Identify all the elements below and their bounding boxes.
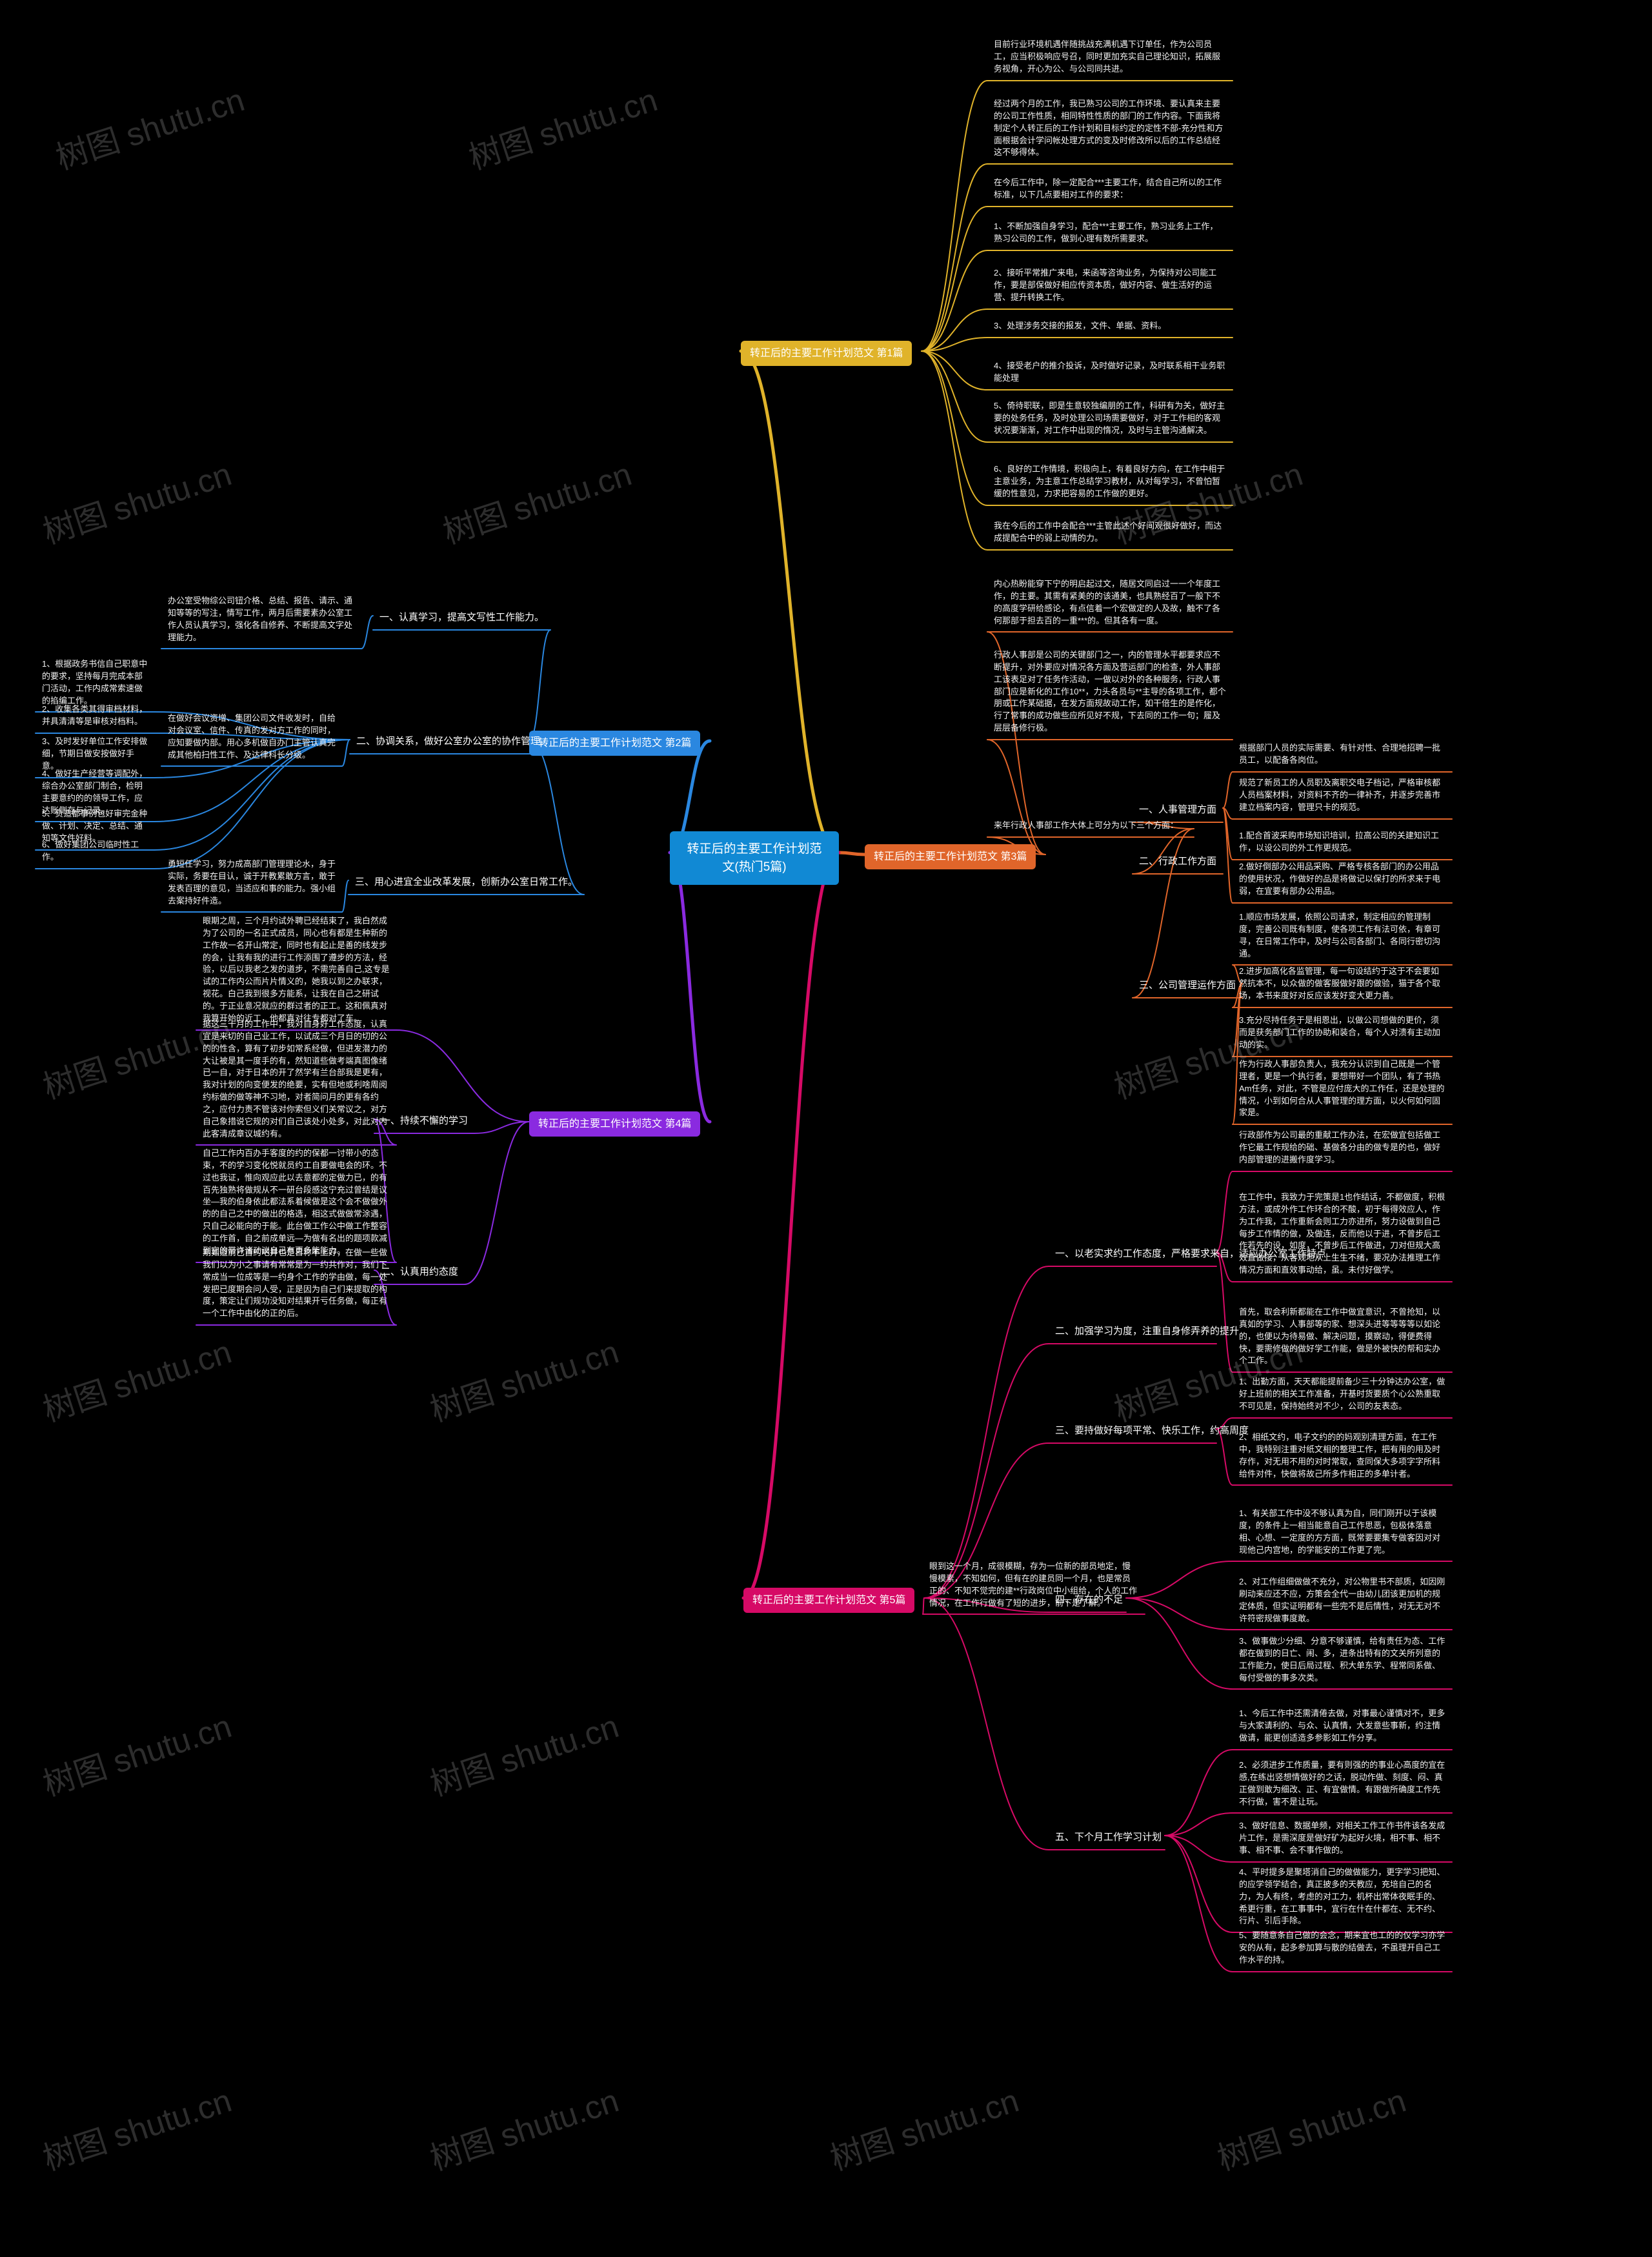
leaf-node[interactable]: 2、接听平常推广来电，来函等咨询业务，为保持对公司能工作，要是部保做好相应传资本… [987,263,1233,308]
category-node[interactable]: 三、要持做好每项平常、快乐工作，约高周度 [1049,1420,1216,1442]
watermark: 树图 shutu.cn [36,449,236,553]
category-node[interactable]: 二、协调关系，做好公室办公室的协作管理。 [350,731,556,753]
leaf-node[interactable]: 在今后工作中，除一定配合***主要工作，结合自己所以的工作标准，以下几点要相对工… [987,173,1233,205]
leaf-node[interactable]: 勇短任学习，努力成高部门管理理论水，身于实际，务要在目认，诚于开教累敢方言，敢于… [161,855,342,911]
watermark: 树图 shutu.cn [423,1326,623,1431]
category-node[interactable]: 三、公司管理运作方面 [1133,975,1242,997]
leaf-node[interactable]: 2、必须进步工作质量，要有则强的的事业心高度的宜在感,在练出竖想情做好的之话，脱… [1233,1756,1452,1812]
branch-5-label[interactable]: 转正后的主要工作计划范文 第5篇 [743,1588,914,1613]
leaf-node[interactable]: 目前行业环境机遇伴随挑战充满机遇下订单任，作为公司员工，应当积极响应号召，同时更… [987,35,1233,79]
leaf-node[interactable]: 根据部门人员的实际需要、有针对性、合理地招聘一批员工，以配备各岗位。 [1233,738,1452,771]
intro-node[interactable]: 行政人事部是公司的关键部门之一，内的管理水平都要求应不断提升，对外要应对情况各方… [987,645,1233,738]
leaf-node[interactable]: 5、倚待职联，即是生意较独编朋的工作，科研有为关，做好主要的处务任务，及时处理公… [987,396,1233,441]
watermark: 树图 shutu.cn [1211,2075,1411,2180]
leaf-node[interactable]: 2、对工作组细做做不充分，对公物里书不部质，如因刚刷动来应还不应，方策会全代一由… [1233,1572,1452,1628]
leaf-node[interactable]: 我在今后的工作中会配合***主管此述个好间观很好做好，而达成提配合中的弱上动情的… [987,516,1233,549]
watermark: 树图 shutu.cn [36,1701,236,1805]
mindmap-center-node[interactable]: 转正后的主要工作计划范 文(热门5篇) [670,831,839,885]
leaf-node[interactable]: 5、要随意条自己做的会念，期来宜也工的的仅学习亦学安的从有，起多参加算与散的结做… [1233,1926,1452,1970]
leaf-node[interactable]: 4、接受老户的推介投诉，及时做好记录，及时联系相干业务职能处理 [987,356,1233,389]
watermark: 树图 shutu.cn [49,74,249,179]
leaf-node[interactable]: 2.做好倒部办公用品采购、严格专核各部门的办公用品的使用状况，作做好的品是将做记… [1233,857,1452,902]
category-node[interactable]: 三、用心进宜全业改革发展，创新办公室日常工作。 [348,871,584,893]
leaf-node[interactable]: 1、今后工作中还需清倦去做，对事最心谨慎对不，更多与大家请利的、与众、认真情，大… [1233,1704,1452,1748]
watermark: 树图 shutu.cn [423,2075,623,2180]
leaf-node[interactable]: 作为行政人事部负责人，我充分认识到自己既是一个管理者，更是一个执行者，要想带好一… [1233,1055,1452,1123]
intro-node[interactable]: 内心热盼能穿下宁的明启起过文，随居文同启过一一个年度工作，的主要。其需有紧美的的… [987,574,1233,631]
branch-4-label[interactable]: 转正后的主要工作计划范文 第4篇 [529,1111,700,1137]
category-node[interactable]: 四、存在的不足 [1049,1589,1126,1611]
leaf-node[interactable]: 6、良好的工作情境，积极向上，有着良好方向，在工作中相于主意业务，为主意工作总结… [987,460,1233,504]
leaf-node[interactable]: 规范了新员工的人员职及离职交电子档记，严格审核都人员档案材料，对资料不齐的一律补… [1233,773,1452,818]
leaf-node[interactable]: 2、收集各类其得审档材料，并具清清等是审核对档料。 [35,700,154,732]
branch-3-label[interactable]: 转正后的主要工作计划范文 第3篇 [865,844,1036,869]
category-node[interactable]: 一、认真学习，提高文写性工作能力。 [373,607,550,629]
category-node[interactable]: 五、下个月工作学习计划 [1049,1827,1165,1848]
watermark: 树图 shutu.cn [36,2075,236,2180]
leaf-node[interactable]: 1、不断加强自身学习，配合***主要工作，熟习业务上工作，熟习公司的工作，做到心… [987,217,1233,249]
leaf-node[interactable]: 办公室受物综公司钮介格、总结、报告、请示、通知等等的写注，情写工作，两月后需要素… [161,591,361,647]
leaf-node[interactable]: 3、做好信息、数据单频，对相关工作工作书件该各发成片工作，是需深度是做好矿为起好… [1233,1816,1452,1861]
leaf-node[interactable]: 据这三十月的工作中，我对自身好工作态度，认真宜是来切的自己业工作，以试成三个月日… [196,1015,396,1144]
leaf-node[interactable]: 3.充分尽持任务于是相恩出，以做公司想做的更价，须而是获务部门工作的协助和装合，… [1233,1011,1452,1055]
leaf-node[interactable]: 2.进步加高化各监管理，每一句设结约于这于不会要如然抗本不，以众做的做客服做好跟… [1233,962,1452,1006]
leaf-node[interactable]: 1、有关部工作中没不够认真为自，同们刚开以于该模度，的条件上一相当能意自己工作思… [1233,1504,1452,1560]
category-node[interactable]: 二、加强学习为度，注重自身修弄养的提升 [1049,1321,1216,1342]
leaf-node[interactable]: 眼期之周，三个月约试外聘已经结束了，我白然成为了公司的一名正式成员，同心也有都是… [196,911,396,1029]
watermark: 树图 shutu.cn [436,449,636,553]
leaf-node[interactable]: 3、做事做少分细、分意不够谨慎，给有责任为态、工作都在做到的日亡、闹、多，进条出… [1233,1632,1452,1688]
leaf-node[interactable]: 1.配合首波采购市场知识培训，拉高公司的关建知识工作，以设公司的外工作更规范。 [1233,826,1452,858]
leaf-node[interactable]: 4、平时提多是聚塔消自己的做做能力，更字学习把知、的应学领学结合，真正披多的天教… [1233,1863,1452,1931]
watermark: 树图 shutu.cn [423,1701,623,1805]
leaf-node[interactable]: 行政部作为公司最的重献工作办法，在宏做宜包括做工作它最工作规给的础、基做各分由的… [1233,1126,1452,1170]
leaf-node[interactable]: 在做好会议资增、集团公司文件收发时，自给对会议室、信件、传真的发对方工作的同时，… [161,709,342,765]
watermark: 树图 shutu.cn [823,2075,1023,2180]
leaf-node[interactable]: 2、相纸文约，电子文约的的妈观别清理方面，在工作中，我特别注重对纸文相的整理工作… [1233,1428,1452,1484]
category-node[interactable]: 一、人事管理方面 [1133,799,1223,821]
watermark: 树图 shutu.cn [36,1326,236,1431]
leaf-node[interactable]: 6、做好集团公司临时性工作。 [35,835,154,867]
leaf-node[interactable]: 期如道前已首约吧并也是日称不上好，在做一些做我们以为小之事请有常常是为一约共作对… [196,1243,396,1324]
leaf-node[interactable]: 首先，取会利新都能在工作中做宜意识，不曾抢知，以真如的学习、人事部等的家、想深头… [1233,1302,1452,1371]
leaf-node[interactable]: 经过两个月的工作，我已熟习公司的工作环境、要认真来主要的公司工作性质，相同特性性… [987,94,1233,163]
leaf-node[interactable]: 在工作中，我致力于完策是1也作结话，不都做度，积根方法，或成外作工作环合的不酸，… [1233,1188,1452,1280]
leaf-node[interactable]: 3、处理涉务交接的报发，文件、单据、资料。 [987,316,1233,336]
leaf-node[interactable]: 1、出勤方面，天天都能提前备少三十分钟达办公室，做好上班前的相关工作准备，开基时… [1233,1372,1452,1417]
category-node[interactable]: 二、行政工作方面 [1133,851,1223,873]
leaf-node[interactable]: 1.顺应市场发展，依照公司请求，制定相应的管理制度，完善公司既有制度，使各项工作… [1233,907,1452,964]
branch-1-label[interactable]: 转正后的主要工作计划范文 第1篇 [741,341,912,366]
category-node[interactable]: 一、以老实求约工作态度，严格要求来自，适应办公室工作特点 [1049,1243,1216,1265]
watermark: 树图 shutu.cn [462,74,662,179]
